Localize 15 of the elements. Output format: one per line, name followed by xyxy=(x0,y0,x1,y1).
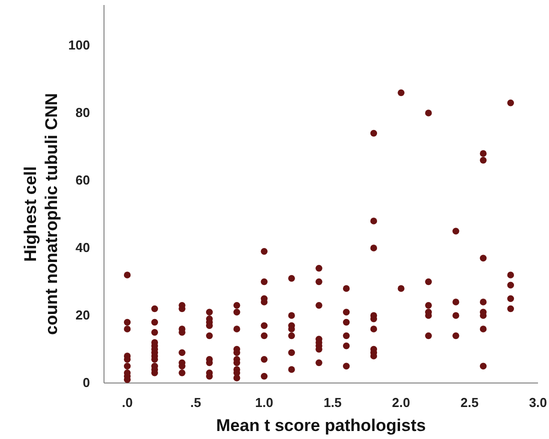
x-axis-title: Mean t score pathologists xyxy=(216,416,426,435)
x-tick-label: 1.5 xyxy=(324,395,342,410)
x-tick-label: 1.0 xyxy=(255,395,274,410)
y-axis-title: Highest cell count nonatrophic tubuli CNN xyxy=(21,93,61,335)
y-tick-label: 60 xyxy=(76,172,90,188)
x-tick-label: 3.0 xyxy=(528,395,548,410)
y-tick-label: 40 xyxy=(76,240,90,255)
y-tick-label: 20 xyxy=(76,308,90,322)
x-tick-label: 2.5 xyxy=(460,395,479,410)
x-tick-label: 2.0 xyxy=(392,395,410,410)
y-tick-label: 100 xyxy=(68,38,90,52)
y-tick-label: 0 xyxy=(82,375,90,390)
x-tick-label: .5 xyxy=(190,395,202,410)
y-tick-label: 80 xyxy=(76,105,90,120)
x-tick-label: .0 xyxy=(122,395,133,410)
